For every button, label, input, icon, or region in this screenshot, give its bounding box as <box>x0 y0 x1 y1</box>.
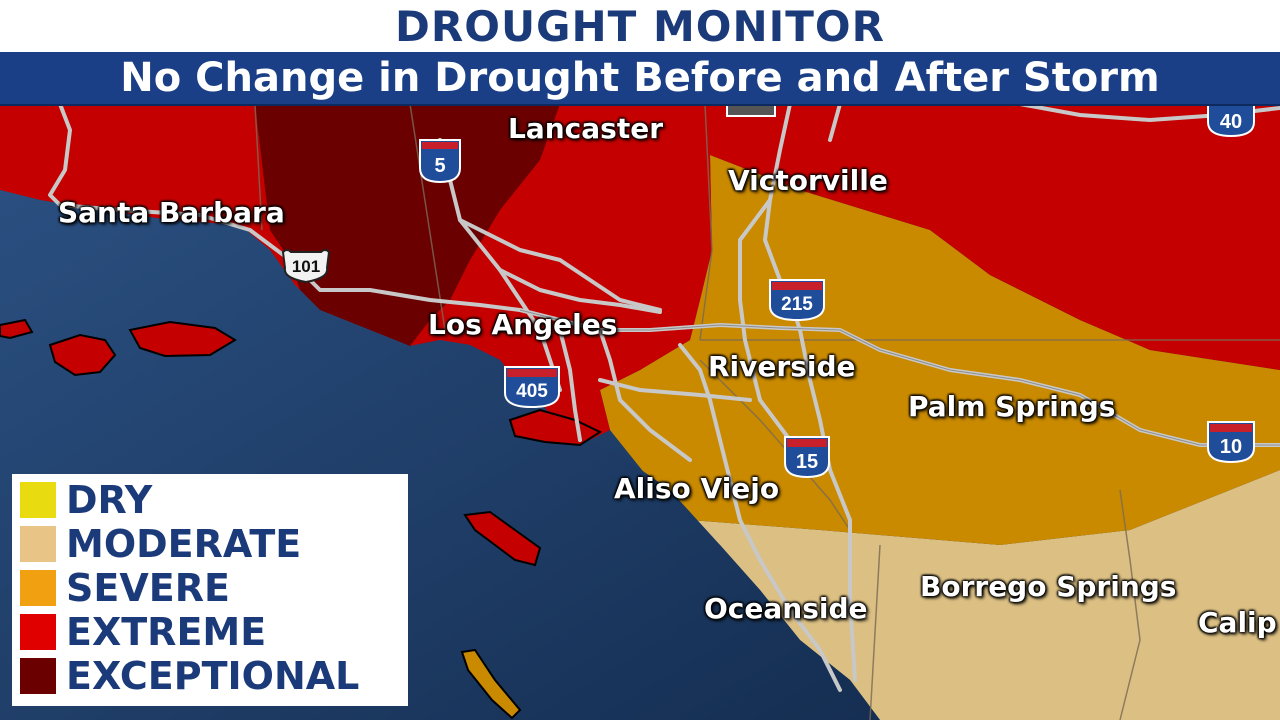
legend-item-moderate: MODERATE <box>20 524 301 564</box>
header: DROUGHT MONITOR No Change in Drought Bef… <box>0 0 1280 106</box>
legend-label-dry: DRY <box>66 478 153 522</box>
legend-swatch-severe <box>20 570 56 606</box>
city-label-oceanside: Oceanside <box>704 592 868 625</box>
shield-i5: 5 <box>419 139 461 184</box>
city-label-riverside: Riverside <box>708 350 856 383</box>
region-exceptional <box>255 104 560 346</box>
legend-item-severe: SEVERE <box>20 568 230 608</box>
legend-label-moderate: MODERATE <box>66 522 302 566</box>
shield-i405-number: 405 <box>516 381 548 402</box>
shield-i5-number: 5 <box>434 155 445 177</box>
region-moderate <box>690 470 1280 720</box>
legend-label-severe: SEVERE <box>66 566 230 610</box>
city-label-calip: Calip <box>1198 606 1277 639</box>
shield-i15: 15 <box>784 436 830 479</box>
shield-i405: 405 <box>504 366 560 409</box>
legend-label-exceptional: EXCEPTIONAL <box>66 654 360 698</box>
island-santa-rosa <box>48 333 117 377</box>
legend-item-dry: DRY <box>20 480 152 520</box>
legend: DRY MODERATE SEVERE EXTREME EXCEPTIONAL <box>12 474 408 706</box>
shield-i40-number: 40 <box>1220 111 1242 133</box>
island-santa-cruz <box>128 320 237 358</box>
legend-swatch-moderate <box>20 526 56 562</box>
island-catalina <box>463 510 542 567</box>
highways-outline <box>519 309 1280 446</box>
shield-i10: 10 <box>1207 421 1255 464</box>
city-label-borrego-springs: Borrego Springs <box>920 570 1177 603</box>
city-label-victorville: Victorville <box>728 164 888 197</box>
shield-us101: 101 <box>281 249 331 284</box>
shield-i215: 215 <box>769 279 825 322</box>
city-label-lancaster: Lancaster <box>508 112 664 145</box>
county-lines <box>254 103 1280 720</box>
city-label-santa-barbara: Santa Barbara <box>58 196 285 229</box>
page-title: DROUGHT MONITOR <box>395 1 885 51</box>
subtitle-bar: No Change in Drought Before and After St… <box>0 52 1280 106</box>
shield-i10-number: 10 <box>1220 436 1242 458</box>
shield-i40: 40 <box>1207 103 1255 138</box>
legend-swatch-extreme <box>20 614 56 650</box>
legend-item-extreme: EXTREME <box>20 612 266 652</box>
island-san-clemente <box>460 648 522 720</box>
legend-item-exceptional: EXCEPTIONAL <box>20 656 359 696</box>
shield-us101-number: 101 <box>292 257 320 276</box>
shield-i15-number: 15 <box>796 451 818 473</box>
shield-i215-number: 215 <box>781 294 813 315</box>
page-subtitle: No Change in Drought Before and After St… <box>120 55 1160 101</box>
legend-swatch-dry <box>20 482 56 518</box>
legend-label-extreme: EXTREME <box>66 610 267 654</box>
city-label-aliso-viejo: Aliso Viejo <box>614 472 780 505</box>
legend-swatch-exceptional <box>20 658 56 694</box>
title-bar: DROUGHT MONITOR <box>0 0 1280 52</box>
island-anacapa <box>0 318 34 340</box>
city-label-palm-springs: Palm Springs <box>908 390 1116 423</box>
city-label-los-angeles: Los Angeles <box>428 308 618 341</box>
